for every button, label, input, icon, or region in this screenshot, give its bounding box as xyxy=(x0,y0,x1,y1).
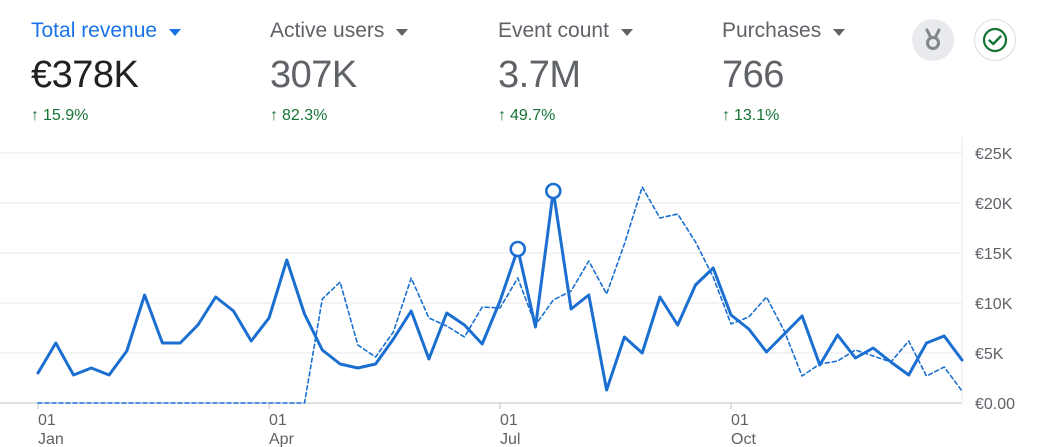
x-tick-month: Apr xyxy=(269,431,295,447)
previous-period-line xyxy=(37,186,963,404)
arrow-up-icon: ↑ xyxy=(498,107,506,124)
chart-series xyxy=(36,182,964,404)
insights-button[interactable] xyxy=(912,19,954,61)
caret-down-icon xyxy=(169,28,182,36)
x-tick-month: Oct xyxy=(731,431,756,447)
medal-icon xyxy=(925,28,941,50)
metric-change-row: ↑ 49.7% xyxy=(498,107,633,125)
metric-change: 13.1% xyxy=(734,107,780,124)
data-point-marker[interactable] xyxy=(545,182,562,200)
data-quality-button[interactable] xyxy=(974,19,1016,61)
metric-label-row: Purchases xyxy=(722,14,846,48)
x-tick-month: Jan xyxy=(38,431,64,447)
metric-change-row: ↑ 82.3% xyxy=(270,107,408,125)
metric-label-row: Event count xyxy=(498,14,633,48)
metric-label: Active users xyxy=(270,19,385,42)
y-tick-label: €10K xyxy=(975,296,1013,313)
check-circle-icon xyxy=(982,27,1008,53)
x-tick-day: 01 xyxy=(500,412,518,429)
x-tick-day: 01 xyxy=(731,412,749,429)
metric-total-revenue[interactable]: Total revenue €378K ↑ 15.9% xyxy=(31,14,182,125)
arrow-up-icon: ↑ xyxy=(270,107,278,124)
x-tick-month: Jul xyxy=(500,431,520,447)
metric-label-row: Total revenue xyxy=(31,14,182,48)
current-period-line xyxy=(36,189,964,392)
caret-down-icon xyxy=(620,28,633,36)
metric-label: Event count xyxy=(498,19,609,42)
data-point-marker[interactable] xyxy=(509,240,527,258)
metric-value: 3.7M xyxy=(498,54,581,96)
x-axis-ticks: 01 Jan 01 Apr 01 Jul 01 Oct xyxy=(37,403,756,447)
x-tick-day: 01 xyxy=(269,412,287,429)
metric-change: 49.7% xyxy=(510,107,556,124)
y-tick-label: €25K xyxy=(975,146,1013,163)
metric-purchases[interactable]: Purchases 766 ↑ 13.1% xyxy=(722,14,846,125)
caret-down-icon xyxy=(396,28,409,36)
chart-gridlines xyxy=(0,137,963,404)
metric-value: 766 xyxy=(722,54,784,96)
revenue-line-chart: €25K €20K €15K €10K €5K €0.00 01 Jan 01 Apr 01 Jul… xyxy=(0,137,1015,447)
metric-value: 307K xyxy=(270,54,357,96)
y-axis-ticks: €25K €20K €15K €10K €5K €0.00 xyxy=(975,146,1015,413)
caret-down-icon xyxy=(833,28,846,36)
metric-active-users[interactable]: Active users 307K ↑ 82.3% xyxy=(270,14,409,125)
metric-change: 82.3% xyxy=(282,107,328,124)
y-tick-label: €20K xyxy=(975,196,1013,213)
metric-label: Total revenue xyxy=(31,19,158,42)
y-tick-label: €15K xyxy=(975,246,1013,263)
metric-change-row: ↑ 13.1% xyxy=(722,107,845,125)
arrow-up-icon: ↑ xyxy=(31,107,39,124)
metric-event-count[interactable]: Event count 3.7M ↑ 49.7% xyxy=(498,14,633,125)
metric-cards: Total revenue €378K ↑ 15.9% Active users… xyxy=(0,0,1039,135)
arrow-up-icon: ↑ xyxy=(722,107,730,124)
metric-change: 15.9% xyxy=(43,107,89,124)
metric-label-row: Active users xyxy=(270,14,409,48)
x-tick-day: 01 xyxy=(38,412,56,429)
metric-value: €378K xyxy=(31,54,139,96)
metric-label: Purchases xyxy=(722,19,822,42)
metric-change-row: ↑ 15.9% xyxy=(31,107,181,125)
y-tick-label: €0.00 xyxy=(975,396,1015,413)
y-tick-label: €5K xyxy=(975,346,1004,363)
